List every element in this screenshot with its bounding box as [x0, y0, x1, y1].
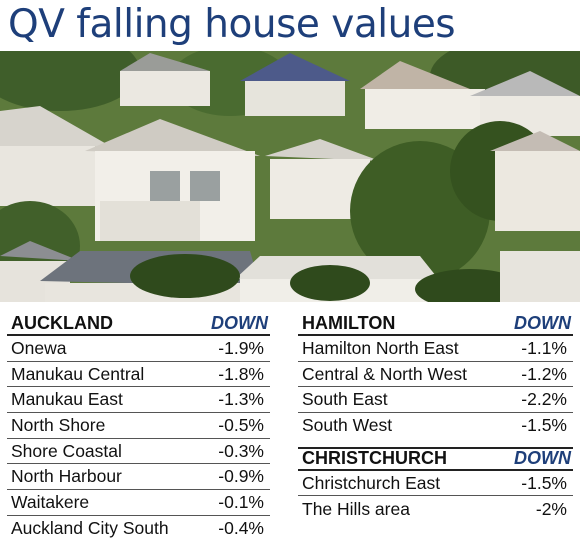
table-row: Hamilton North East -1.1% [298, 336, 573, 362]
value-change: -2% [535, 498, 567, 519]
table-row: Manukau East -1.3% [7, 387, 270, 414]
christchurch-header: CHRISTCHURCH DOWN [298, 446, 573, 471]
hamilton-christchurch-table: HAMILTON DOWN Hamilton North East -1.1% C… [298, 312, 573, 522]
value-change: -1.9% [218, 337, 264, 358]
value-change: -2.2% [521, 389, 567, 410]
value-change: -1.1% [521, 337, 567, 358]
auckland-table: AUCKLAND DOWN Onewa -1.9% Manukau Central… [7, 312, 270, 542]
value-change: -1.3% [218, 389, 264, 410]
down-label: DOWN [211, 313, 268, 333]
value-change: -0.5% [218, 414, 264, 435]
table-row: Manukau Central -1.8% [7, 362, 270, 388]
table-row: Waitakere -0.1% [7, 490, 270, 516]
suburb-name: Shore Coastal [11, 440, 122, 461]
suburb-name: North Harbour [11, 466, 122, 487]
suburb-name: Central & North West [302, 363, 468, 384]
suburb-name: South West [302, 415, 393, 436]
suburb-name: Manukau East [11, 389, 123, 410]
region-heading: AUCKLAND [11, 313, 113, 333]
suburb-name: Auckland City South [11, 518, 169, 539]
table-row: The Hills area -2% [298, 496, 573, 522]
value-change: -1.5% [521, 472, 567, 493]
suburb-name: South East [302, 389, 388, 410]
value-change: -0.3% [218, 440, 264, 461]
region-heading: HAMILTON [302, 313, 396, 333]
suburb-name: Waitakere [11, 491, 90, 512]
suburb-name: Hamilton North East [302, 337, 459, 358]
value-change: -1.5% [521, 415, 567, 436]
suburb-name: Manukau Central [11, 363, 145, 384]
suburb-name: The Hills area [302, 498, 410, 519]
table-row: Auckland City South -0.4% [7, 516, 270, 542]
value-change: -0.1% [218, 491, 264, 512]
table-row: Onewa -1.9% [7, 336, 270, 362]
value-change: -1.8% [218, 363, 264, 384]
suburb-name: Onewa [11, 337, 67, 358]
down-label: DOWN [514, 447, 571, 468]
auckland-header: AUCKLAND DOWN [7, 312, 270, 336]
suburb-houses-photo [0, 51, 580, 302]
table-row: North Harbour -0.9% [7, 464, 270, 491]
value-change: -0.9% [218, 466, 264, 487]
table-row: Central & North West -1.2% [298, 362, 573, 388]
table-row: South West -1.5% [298, 413, 573, 439]
value-change: -1.2% [521, 363, 567, 384]
table-row: Christchurch East -1.5% [298, 471, 573, 497]
table-row: North Shore -0.5% [7, 413, 270, 439]
hamilton-header: HAMILTON DOWN [298, 312, 573, 336]
page-title: QV falling house values [8, 2, 456, 47]
table-row: South East -2.2% [298, 387, 573, 414]
region-heading: CHRISTCHURCH [302, 447, 447, 468]
table-row: Shore Coastal -0.3% [7, 439, 270, 465]
section-gap [298, 439, 573, 447]
suburb-name: North Shore [11, 414, 106, 435]
down-label: DOWN [514, 313, 571, 333]
suburb-name: Christchurch East [302, 472, 441, 493]
value-change: -0.4% [218, 518, 264, 539]
